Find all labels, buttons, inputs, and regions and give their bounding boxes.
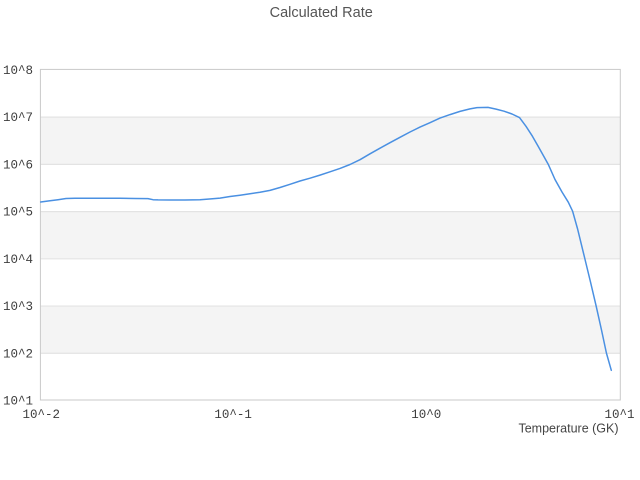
svg-text:10^7: 10^7: [3, 111, 33, 125]
svg-text:10^-2: 10^-2: [23, 408, 61, 422]
svg-text:10^0: 10^0: [411, 408, 441, 422]
svg-text:10^-1: 10^-1: [214, 408, 252, 422]
svg-text:10^8: 10^8: [3, 64, 33, 78]
svg-text:Calculated Rate: Calculated Rate: [270, 5, 373, 21]
svg-text:10^2: 10^2: [3, 347, 33, 361]
svg-text:10^1: 10^1: [3, 395, 33, 409]
svg-text:Temperature (GK): Temperature (GK): [518, 422, 618, 436]
svg-text:10^1: 10^1: [604, 408, 634, 422]
svg-text:10^6: 10^6: [3, 159, 33, 173]
svg-text:10^4: 10^4: [3, 253, 33, 267]
svg-text:10^5: 10^5: [3, 206, 33, 220]
svg-text:10^3: 10^3: [3, 300, 33, 314]
